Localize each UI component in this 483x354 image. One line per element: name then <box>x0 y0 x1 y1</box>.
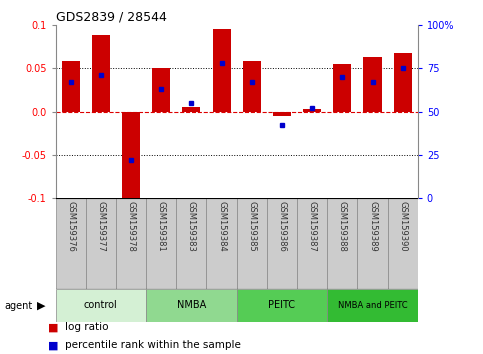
Bar <box>303 109 321 112</box>
Bar <box>333 64 352 112</box>
Bar <box>92 35 110 112</box>
Text: GSM159381: GSM159381 <box>156 201 166 252</box>
Bar <box>176 198 207 289</box>
Bar <box>62 61 80 112</box>
Bar <box>237 289 327 322</box>
Bar <box>327 198 357 289</box>
Text: control: control <box>84 300 118 310</box>
Bar <box>394 52 412 112</box>
Bar <box>388 198 418 289</box>
Text: GSM159377: GSM159377 <box>96 201 105 252</box>
Bar <box>242 61 261 112</box>
Text: percentile rank within the sample: percentile rank within the sample <box>65 340 241 350</box>
Bar <box>207 198 237 289</box>
Bar <box>213 29 231 112</box>
Text: GSM159388: GSM159388 <box>338 201 347 252</box>
Text: GSM159376: GSM159376 <box>66 201 75 252</box>
Text: GSM159384: GSM159384 <box>217 201 226 252</box>
Bar <box>56 289 146 322</box>
Text: GDS2839 / 28544: GDS2839 / 28544 <box>56 11 167 24</box>
Bar <box>86 198 116 289</box>
Bar <box>357 198 388 289</box>
Bar <box>237 198 267 289</box>
Text: PEITC: PEITC <box>269 300 296 310</box>
Text: GSM159385: GSM159385 <box>247 201 256 252</box>
Bar <box>273 112 291 116</box>
Text: NMBA: NMBA <box>177 300 206 310</box>
Bar <box>122 112 140 202</box>
Bar <box>183 107 200 112</box>
Text: GSM159390: GSM159390 <box>398 201 407 252</box>
Bar <box>152 68 170 112</box>
Bar <box>146 289 237 322</box>
Text: GSM159386: GSM159386 <box>277 201 286 252</box>
Bar <box>267 198 297 289</box>
Text: GSM159389: GSM159389 <box>368 201 377 252</box>
Bar <box>146 198 176 289</box>
Text: agent: agent <box>5 301 33 310</box>
Bar <box>364 57 382 112</box>
Text: GSM159383: GSM159383 <box>187 201 196 252</box>
Bar <box>327 289 418 322</box>
Text: log ratio: log ratio <box>65 322 109 332</box>
Text: NMBA and PEITC: NMBA and PEITC <box>338 301 407 310</box>
Text: ■: ■ <box>48 340 59 350</box>
Bar <box>116 198 146 289</box>
Text: ▶: ▶ <box>37 301 45 310</box>
Bar <box>297 198 327 289</box>
Text: GSM159387: GSM159387 <box>308 201 317 252</box>
Bar <box>56 198 86 289</box>
Text: ■: ■ <box>48 322 59 332</box>
Text: GSM159378: GSM159378 <box>127 201 136 252</box>
